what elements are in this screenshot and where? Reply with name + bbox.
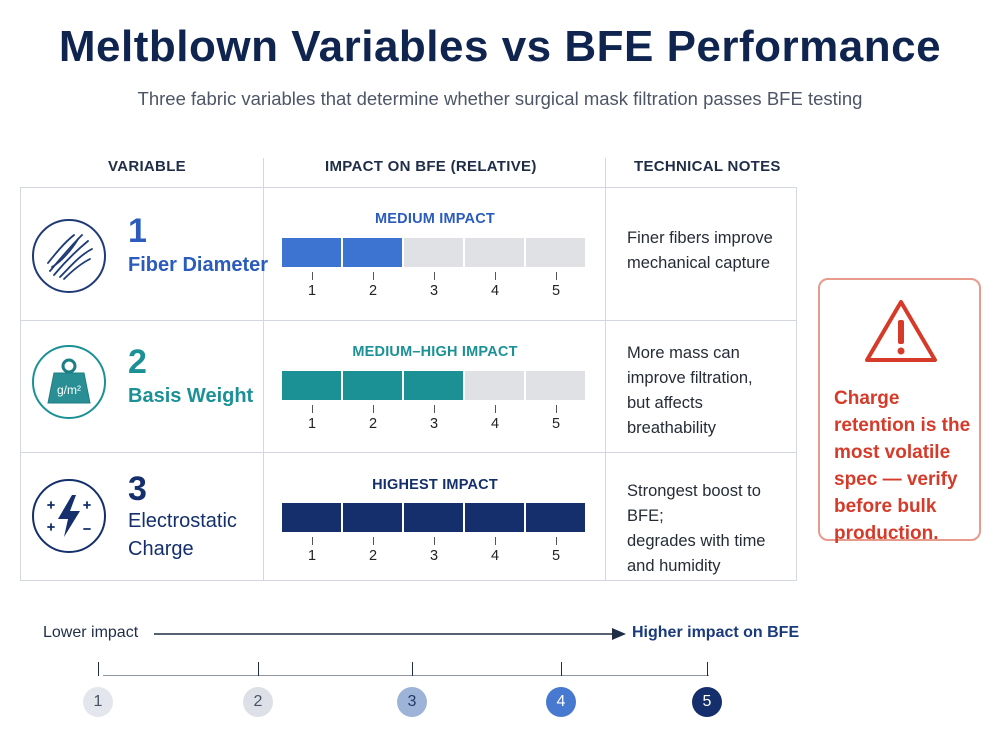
axis-right-label: Higher impact on BFE [632,624,800,641]
technical-note: Finer fibers improve mechanical capture [627,229,773,272]
impact-scale-label: 2 [368,416,378,432]
scale-tick [98,662,99,676]
page-title: Meltblown Variables vs BFE Performance [58,22,942,71]
variable-name: Fiber Diameter [128,254,269,276]
impact-scale-label: 3 [429,416,439,432]
impact-tick [373,272,374,280]
impact-segment [526,503,585,532]
technical-note: Strongest boost to BFE; degrades with ti… [627,482,766,575]
impact-scale-label: 1 [307,416,317,432]
impact-segment [404,503,463,532]
impact-label: MEDIUM IMPACT [375,211,495,227]
warning-triangle-icon [865,300,937,362]
impact-scale-label: 3 [429,548,439,564]
impact-segment [343,238,402,267]
scale-level-4: 4 [546,687,576,717]
impact-segment [465,238,524,267]
impact-tick [434,537,435,545]
impact-tick [495,537,496,545]
variable-number: 1 [128,212,147,250]
impact-scale-label: 5 [551,416,561,432]
impact-segment [404,238,463,267]
impact-segment [343,371,402,400]
impact-scale-label: 4 [490,416,500,432]
impact-scale-label: 1 [307,283,317,299]
impact-scale-label: 3 [429,283,439,299]
axis-arrow [154,628,626,640]
impact-segment [343,503,402,532]
impact-tick [434,405,435,413]
impact-tick [434,272,435,280]
impact-tick [556,405,557,413]
svg-text:g/m²: g/m² [57,383,81,397]
impact-segment [465,371,524,400]
fiber-strands-icon [32,219,106,293]
impact-segment [526,371,585,400]
impact-tick [373,537,374,545]
impact-scale-label: 4 [490,548,500,564]
scale-tick [258,662,259,676]
impact-tick [312,405,313,413]
impact-tick [495,405,496,413]
header-notes: TECHNICAL NOTES [634,158,781,175]
variable-number: 3 [128,470,147,508]
scale-level-1: 1 [83,687,113,717]
page-subtitle: Three fabric variables that determine wh… [137,88,863,109]
impact-tick [556,537,557,545]
impact-tick [556,272,557,280]
scale-baseline [103,675,709,676]
impact-scale-label: 5 [551,548,561,564]
variable-name: Basis Weight [128,385,254,407]
impact-segment [282,371,341,400]
variable-number: 2 [128,343,147,381]
impact-scale-label: 4 [490,283,500,299]
impact-segment [404,371,463,400]
technical-note: More mass can improve filtration, but af… [627,344,753,437]
impact-tick [312,537,313,545]
impact-segment [465,503,524,532]
scale-tick [412,662,413,676]
electrostatic-charge-icon [32,479,106,553]
scale-level-5: 5 [692,687,722,717]
header-impact: IMPACT ON BFE (RELATIVE) [325,158,537,175]
warning-text: Charge retention is the most volatile sp… [834,388,971,544]
impact-scale-label: 2 [368,283,378,299]
axis-left-label: Lower impact [43,624,139,641]
scale-level-3: 3 [397,687,427,717]
impact-tick [373,405,374,413]
scale-tick [707,662,708,676]
warning-callout: Charge retention is the most volatile sp… [818,278,981,544]
impact-label: HIGHEST IMPACT [372,477,498,493]
impact-label: MEDIUM–HIGH IMPACT [352,344,518,360]
variable-name: Electrostatic Charge [128,510,237,560]
weight-icon: g/m² [32,345,106,419]
impact-segment [526,238,585,267]
impact-scale-label: 5 [551,283,561,299]
impact-scale-label: 1 [307,548,317,564]
impact-segment [282,503,341,532]
header-variable: VARIABLE [108,158,186,175]
impact-segment [282,238,341,267]
scale-level-2: 2 [243,687,273,717]
scale-tick [561,662,562,676]
impact-tick [312,272,313,280]
impact-scale-label: 2 [368,548,378,564]
impact-tick [495,272,496,280]
